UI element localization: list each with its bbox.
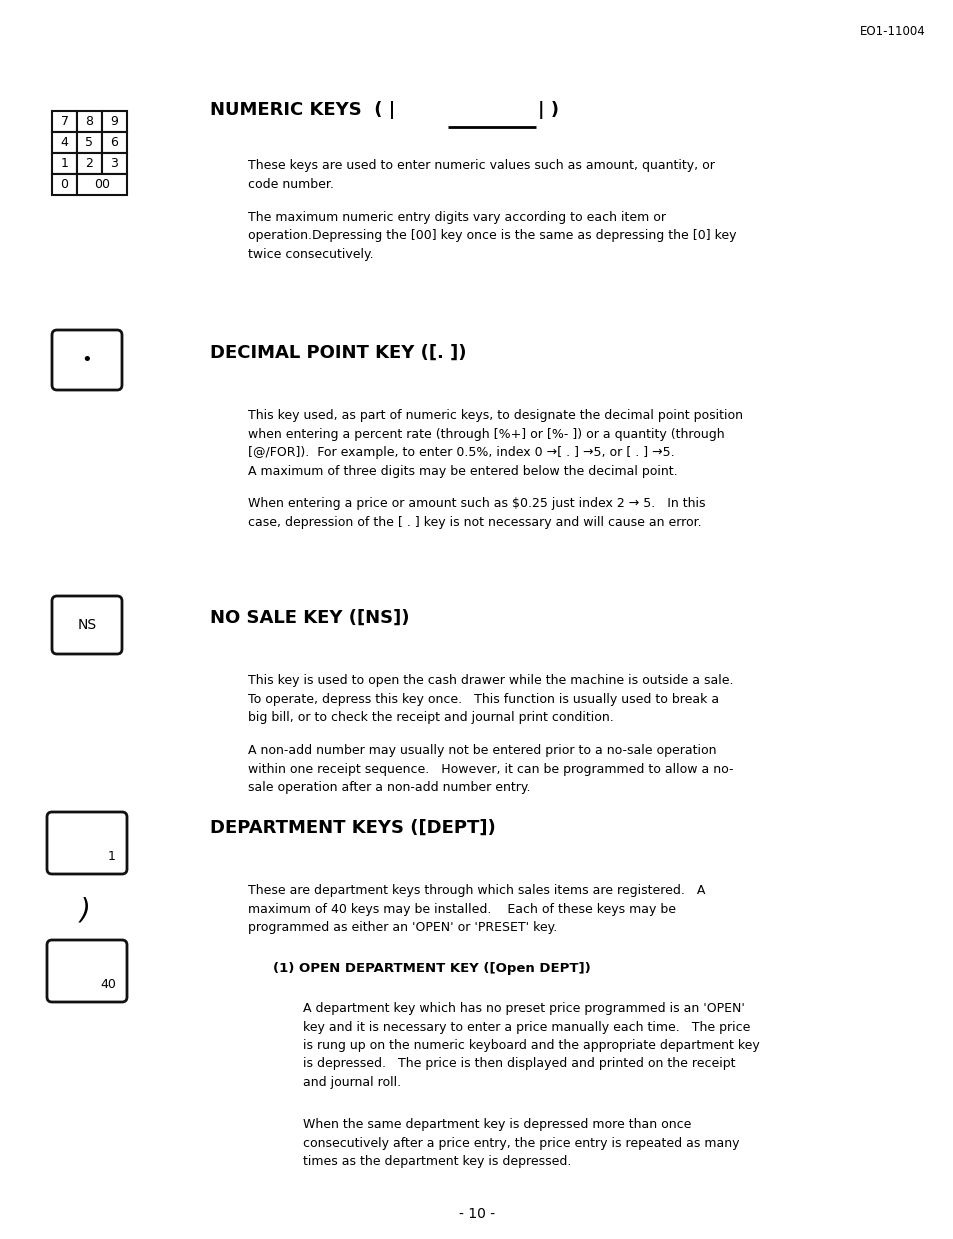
Text: | ): | )	[537, 102, 558, 119]
Text: 40: 40	[100, 978, 116, 991]
Text: 4: 4	[60, 136, 69, 149]
Text: 5: 5	[86, 136, 93, 149]
Bar	[52, 112, 77, 133]
Text: 2: 2	[86, 157, 93, 170]
Text: DECIMAL POINT KEY ([. ]): DECIMAL POINT KEY ([. ])	[210, 344, 466, 362]
Bar	[77, 173, 127, 195]
Text: NO SALE KEY ([NS]): NO SALE KEY ([NS])	[210, 610, 409, 627]
Text: These keys are used to enter numeric values such as amount, quantity, or
code nu: These keys are used to enter numeric val…	[248, 159, 714, 191]
Text: A non-add number may usually not be entered prior to a no-sale operation
within : A non-add number may usually not be ente…	[248, 743, 733, 794]
Text: •: •	[82, 351, 92, 369]
FancyBboxPatch shape	[52, 330, 122, 390]
Text: 6: 6	[111, 136, 118, 149]
Text: These are department keys through which sales items are registered.   A
maximum : These are department keys through which …	[248, 883, 704, 934]
Bar	[52, 133, 77, 152]
Text: 9: 9	[111, 115, 118, 128]
Bar	[77, 133, 102, 152]
FancyBboxPatch shape	[47, 940, 127, 1002]
Text: 00: 00	[94, 178, 110, 191]
Text: When entering a price or amount such as $0.25 just index 2 → 5.   In this
case, : When entering a price or amount such as …	[248, 497, 705, 529]
Text: 8: 8	[86, 115, 93, 128]
Text: The maximum numeric entry digits vary according to each item or
operation.Depres: The maximum numeric entry digits vary ac…	[248, 211, 736, 261]
Text: 1: 1	[60, 157, 69, 170]
Text: ): )	[79, 897, 91, 926]
Bar	[77, 152, 102, 173]
Text: This key used, as part of numeric keys, to designate the decimal point position
: This key used, as part of numeric keys, …	[248, 409, 742, 477]
Text: A department key which has no preset price programmed is an 'OPEN'
key and it is: A department key which has no preset pri…	[303, 1002, 759, 1089]
Text: EO1-11004: EO1-11004	[860, 25, 925, 38]
Text: NS: NS	[77, 618, 96, 632]
Text: DEPARTMENT KEYS ([DEPT]): DEPARTMENT KEYS ([DEPT])	[210, 819, 496, 838]
Text: 3: 3	[111, 157, 118, 170]
FancyBboxPatch shape	[47, 812, 127, 873]
Bar	[102, 133, 127, 152]
Bar	[52, 152, 77, 173]
Text: NUMERIC KEYS  ( |: NUMERIC KEYS ( |	[210, 102, 395, 119]
Text: 0: 0	[60, 178, 69, 191]
Bar	[102, 112, 127, 133]
FancyBboxPatch shape	[52, 596, 122, 654]
Text: 1: 1	[108, 850, 116, 864]
Bar	[77, 112, 102, 133]
Bar	[102, 152, 127, 173]
Text: 7: 7	[60, 115, 69, 128]
Text: This key is used to open the cash drawer while the machine is outside a sale.
To: This key is used to open the cash drawer…	[248, 674, 733, 724]
Bar	[52, 173, 77, 195]
Text: When the same department key is depressed more than once
consecutively after a p: When the same department key is depresse…	[303, 1118, 739, 1168]
Text: (1) OPEN DEPARTMENT KEY ([Open DEPT]): (1) OPEN DEPARTMENT KEY ([Open DEPT])	[273, 961, 590, 975]
Text: - 10 -: - 10 -	[458, 1207, 495, 1220]
